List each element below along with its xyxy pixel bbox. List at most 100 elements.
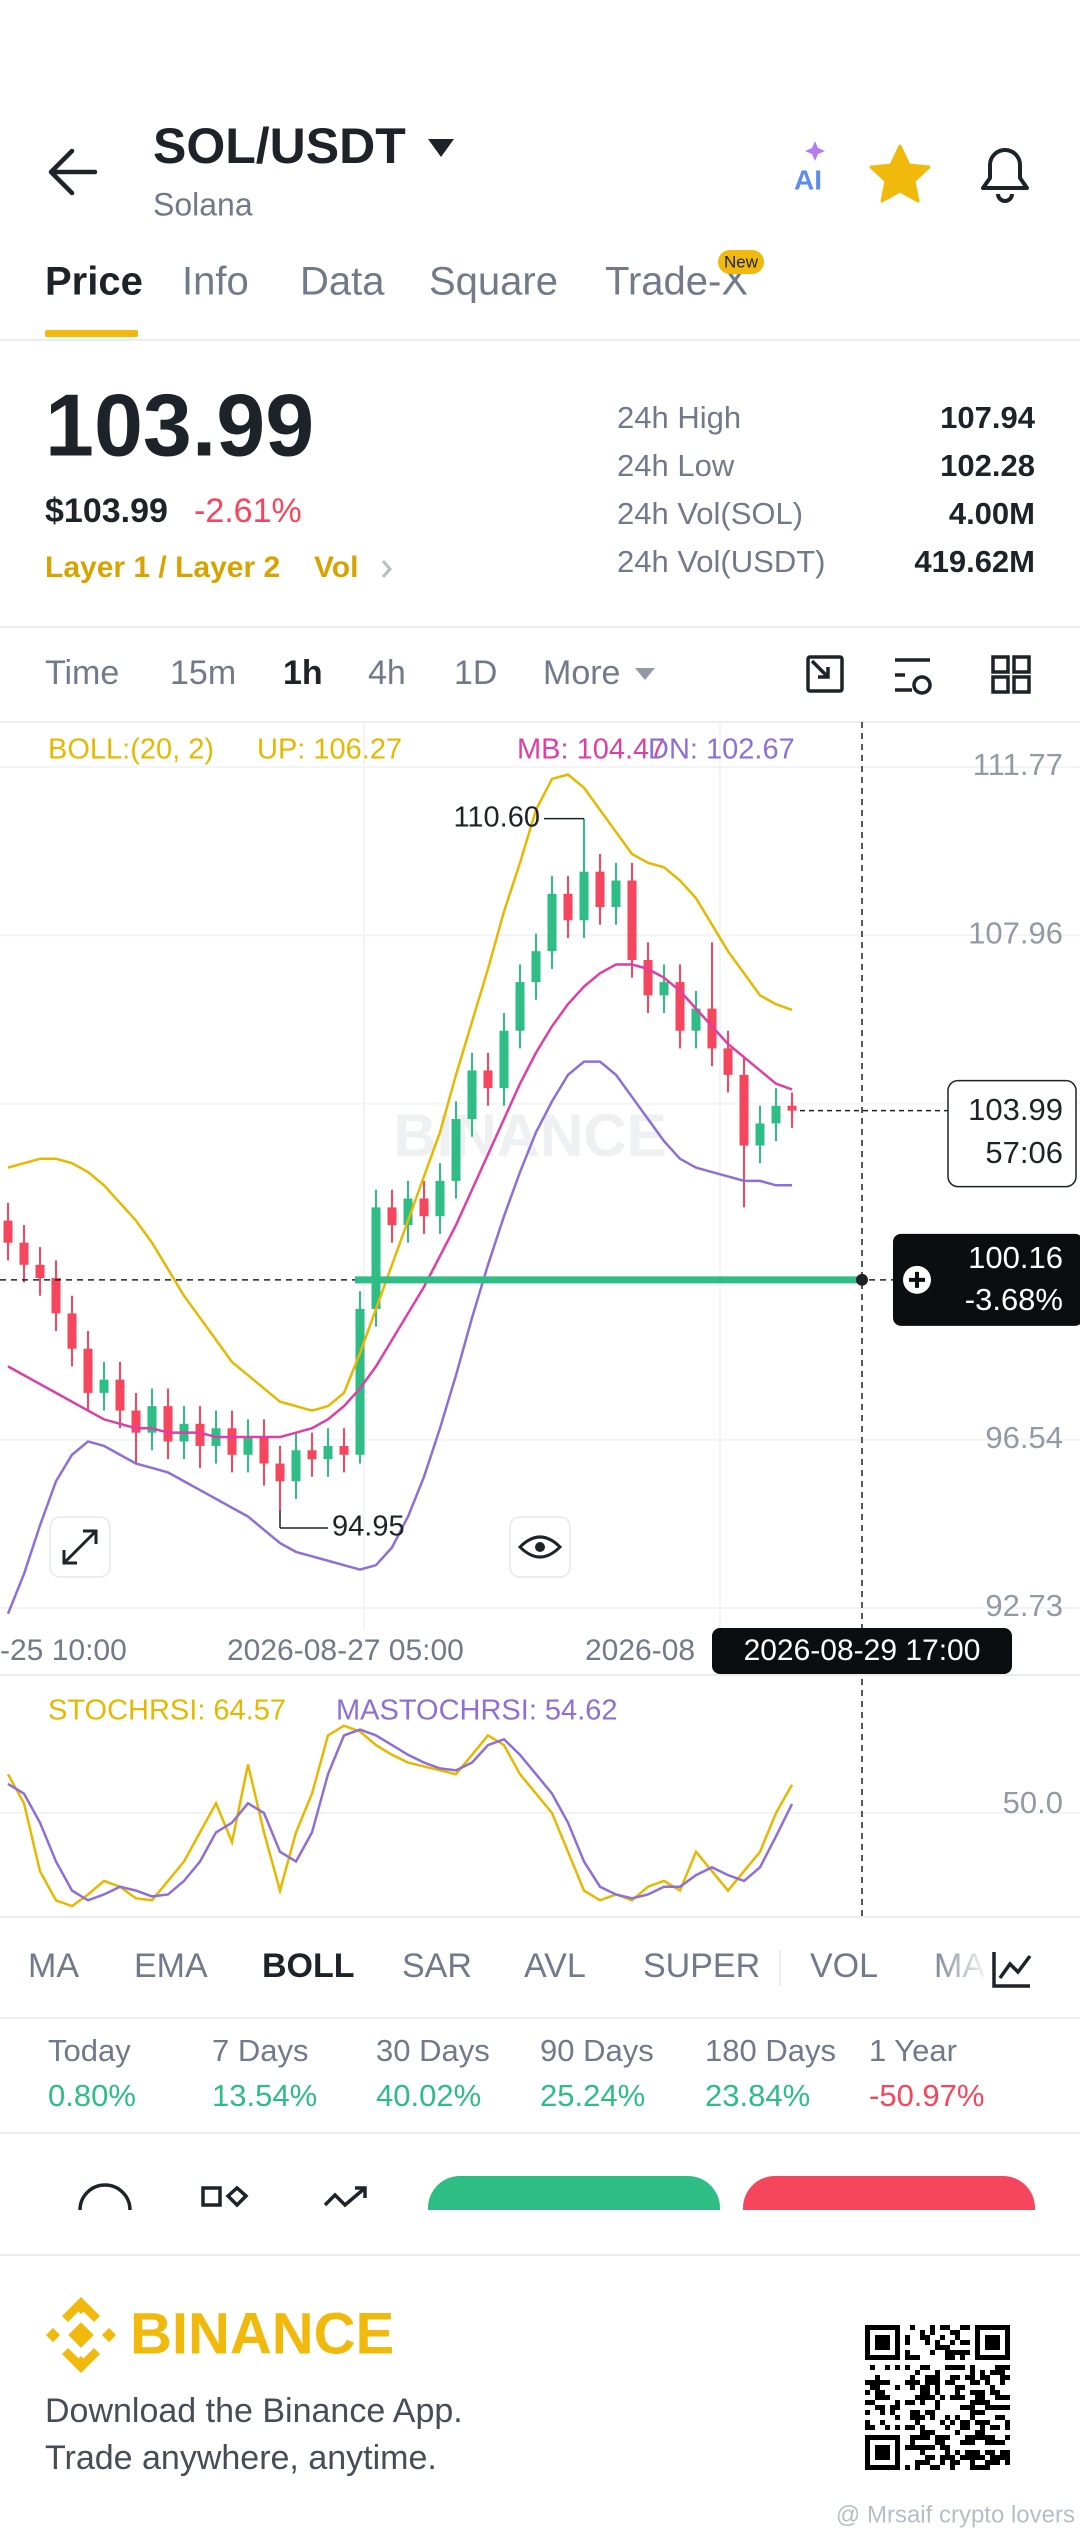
candle-body xyxy=(515,982,525,1031)
stoch-panel: 50.0 xyxy=(0,1724,1080,1908)
candle-body xyxy=(643,960,653,996)
period-label: 1 Year xyxy=(869,2033,957,2068)
period-label: Today xyxy=(48,2033,131,2068)
stat-label: 24h Low xyxy=(617,448,735,483)
y-tick-label: 92.73 xyxy=(985,1588,1063,1623)
indicator-tab[interactable]: EMA xyxy=(134,1947,208,1985)
candle-body xyxy=(771,1105,781,1124)
period-label: 90 Days xyxy=(540,2033,654,2068)
tag-chevron xyxy=(381,560,392,578)
candle-body xyxy=(163,1406,173,1442)
candle-body xyxy=(307,1450,317,1460)
pair-title[interactable]: SOL/USDT xyxy=(153,118,406,174)
interval[interactable]: 1h xyxy=(283,654,323,692)
chart-tools[interactable] xyxy=(806,655,1031,695)
candle-body xyxy=(691,1008,701,1031)
candle-body xyxy=(243,1437,253,1455)
eye-icon xyxy=(517,1535,563,1559)
tab-indicator xyxy=(45,330,138,337)
interval[interactable]: 4h xyxy=(368,654,406,692)
stoch-legend: STOCHRSI: 64.57 xyxy=(48,1695,286,1727)
tab[interactable]: Price xyxy=(45,260,143,304)
more-dropdown[interactable] xyxy=(635,668,655,680)
interval[interactable]: 15m xyxy=(170,654,236,692)
indicator-tab[interactable]: SAR xyxy=(402,1947,472,1985)
indicator-tab[interactable]: SUPER xyxy=(643,1947,760,1985)
candle-body xyxy=(19,1242,29,1265)
pair-subtitle: Solana xyxy=(153,186,253,222)
add-order-icon xyxy=(909,1271,925,1288)
qr-modules xyxy=(865,2325,1010,2470)
candle-body xyxy=(707,1008,717,1049)
candle-body xyxy=(35,1264,45,1279)
crosshair-price: 100.16 xyxy=(968,1240,1063,1275)
interval[interactable]: More xyxy=(543,654,620,692)
period-change: 23.84% xyxy=(705,2078,810,2113)
qr-code xyxy=(865,2325,1010,2470)
candle-body xyxy=(563,893,573,921)
chart-watermark: BINANCE xyxy=(393,1102,666,1169)
boll-band xyxy=(7,773,793,1412)
candle-body xyxy=(67,1313,77,1349)
indicator-settings[interactable] xyxy=(992,1952,1032,1988)
low-label: 94.95 xyxy=(332,1511,405,1543)
last-price-box xyxy=(947,1079,1077,1188)
favorite-star[interactable] xyxy=(869,144,931,203)
more-icon[interactable] xyxy=(78,2183,132,2211)
candle-body xyxy=(51,1278,61,1314)
fade xyxy=(930,1940,990,1996)
candle-body xyxy=(115,1379,125,1411)
vol-tag[interactable]: Vol xyxy=(314,551,358,584)
candle-body xyxy=(371,1207,381,1309)
indicator-tab[interactable]: AVL xyxy=(524,1947,586,1985)
crosshair-time: 2026-08-29 17:00 xyxy=(712,1628,1012,1674)
period-change: 25.24% xyxy=(540,2078,645,2113)
watermark: @ Mrsaif crypto lovers xyxy=(836,2501,1075,2528)
trade-icon[interactable] xyxy=(323,2186,367,2208)
boll-legend: BOLL:(20, 2) UP: 106.27 MB: 104.47 DN: 1… xyxy=(48,734,795,766)
tab[interactable]: Data xyxy=(300,260,385,304)
legend-dn: DN: 102.67 xyxy=(648,734,795,766)
interval[interactable]: Time xyxy=(45,654,119,692)
candle-body xyxy=(659,982,669,996)
candle-body xyxy=(355,1308,365,1455)
tab[interactable]: Info xyxy=(182,260,249,304)
interval[interactable]: 1D xyxy=(454,654,497,692)
candle-body xyxy=(323,1445,333,1460)
high-label: 110.60 xyxy=(453,801,540,833)
candle-body xyxy=(419,1198,429,1217)
candle-body xyxy=(483,1070,493,1089)
candle-body xyxy=(339,1445,349,1455)
indicator-tab[interactable]: VOL xyxy=(810,1947,878,1985)
tab[interactable]: Square xyxy=(429,260,558,304)
candle-body xyxy=(579,871,589,921)
candle-body xyxy=(291,1450,301,1482)
brand-name: BINANCE xyxy=(130,2301,394,2366)
candle-body xyxy=(467,1070,477,1120)
candle-body xyxy=(147,1406,157,1433)
pair-dropdown[interactable] xyxy=(428,139,454,157)
candle-body xyxy=(275,1463,285,1482)
ai-button[interactable]: AI xyxy=(794,164,822,195)
period-label: 180 Days xyxy=(705,2033,836,2068)
ai-sparkle xyxy=(805,141,825,161)
candle-body xyxy=(259,1437,269,1464)
period-change: 0.80% xyxy=(48,2078,136,2113)
candle-body xyxy=(195,1423,205,1446)
candle-body xyxy=(675,982,685,1031)
candle-body xyxy=(99,1379,109,1393)
indicator-tab[interactable]: MA xyxy=(28,1947,79,1985)
candle-body xyxy=(403,1198,413,1226)
crosshair-dot xyxy=(856,1273,868,1286)
indicator-tab[interactable]: BOLL xyxy=(262,1947,355,1985)
period-change: 40.02% xyxy=(376,2078,481,2113)
sector-tag[interactable]: Layer 1 / Layer 2 xyxy=(45,551,280,584)
back-button[interactable] xyxy=(48,148,98,196)
alert-bell[interactable] xyxy=(981,148,1029,203)
compare-icon[interactable] xyxy=(201,2185,249,2208)
x-tick-label: 2026-08 xyxy=(585,1634,695,1667)
stat-value: 419.62M xyxy=(914,544,1035,579)
boll-band xyxy=(7,963,793,1439)
legend-boll: BOLL:(20, 2) xyxy=(48,734,214,766)
